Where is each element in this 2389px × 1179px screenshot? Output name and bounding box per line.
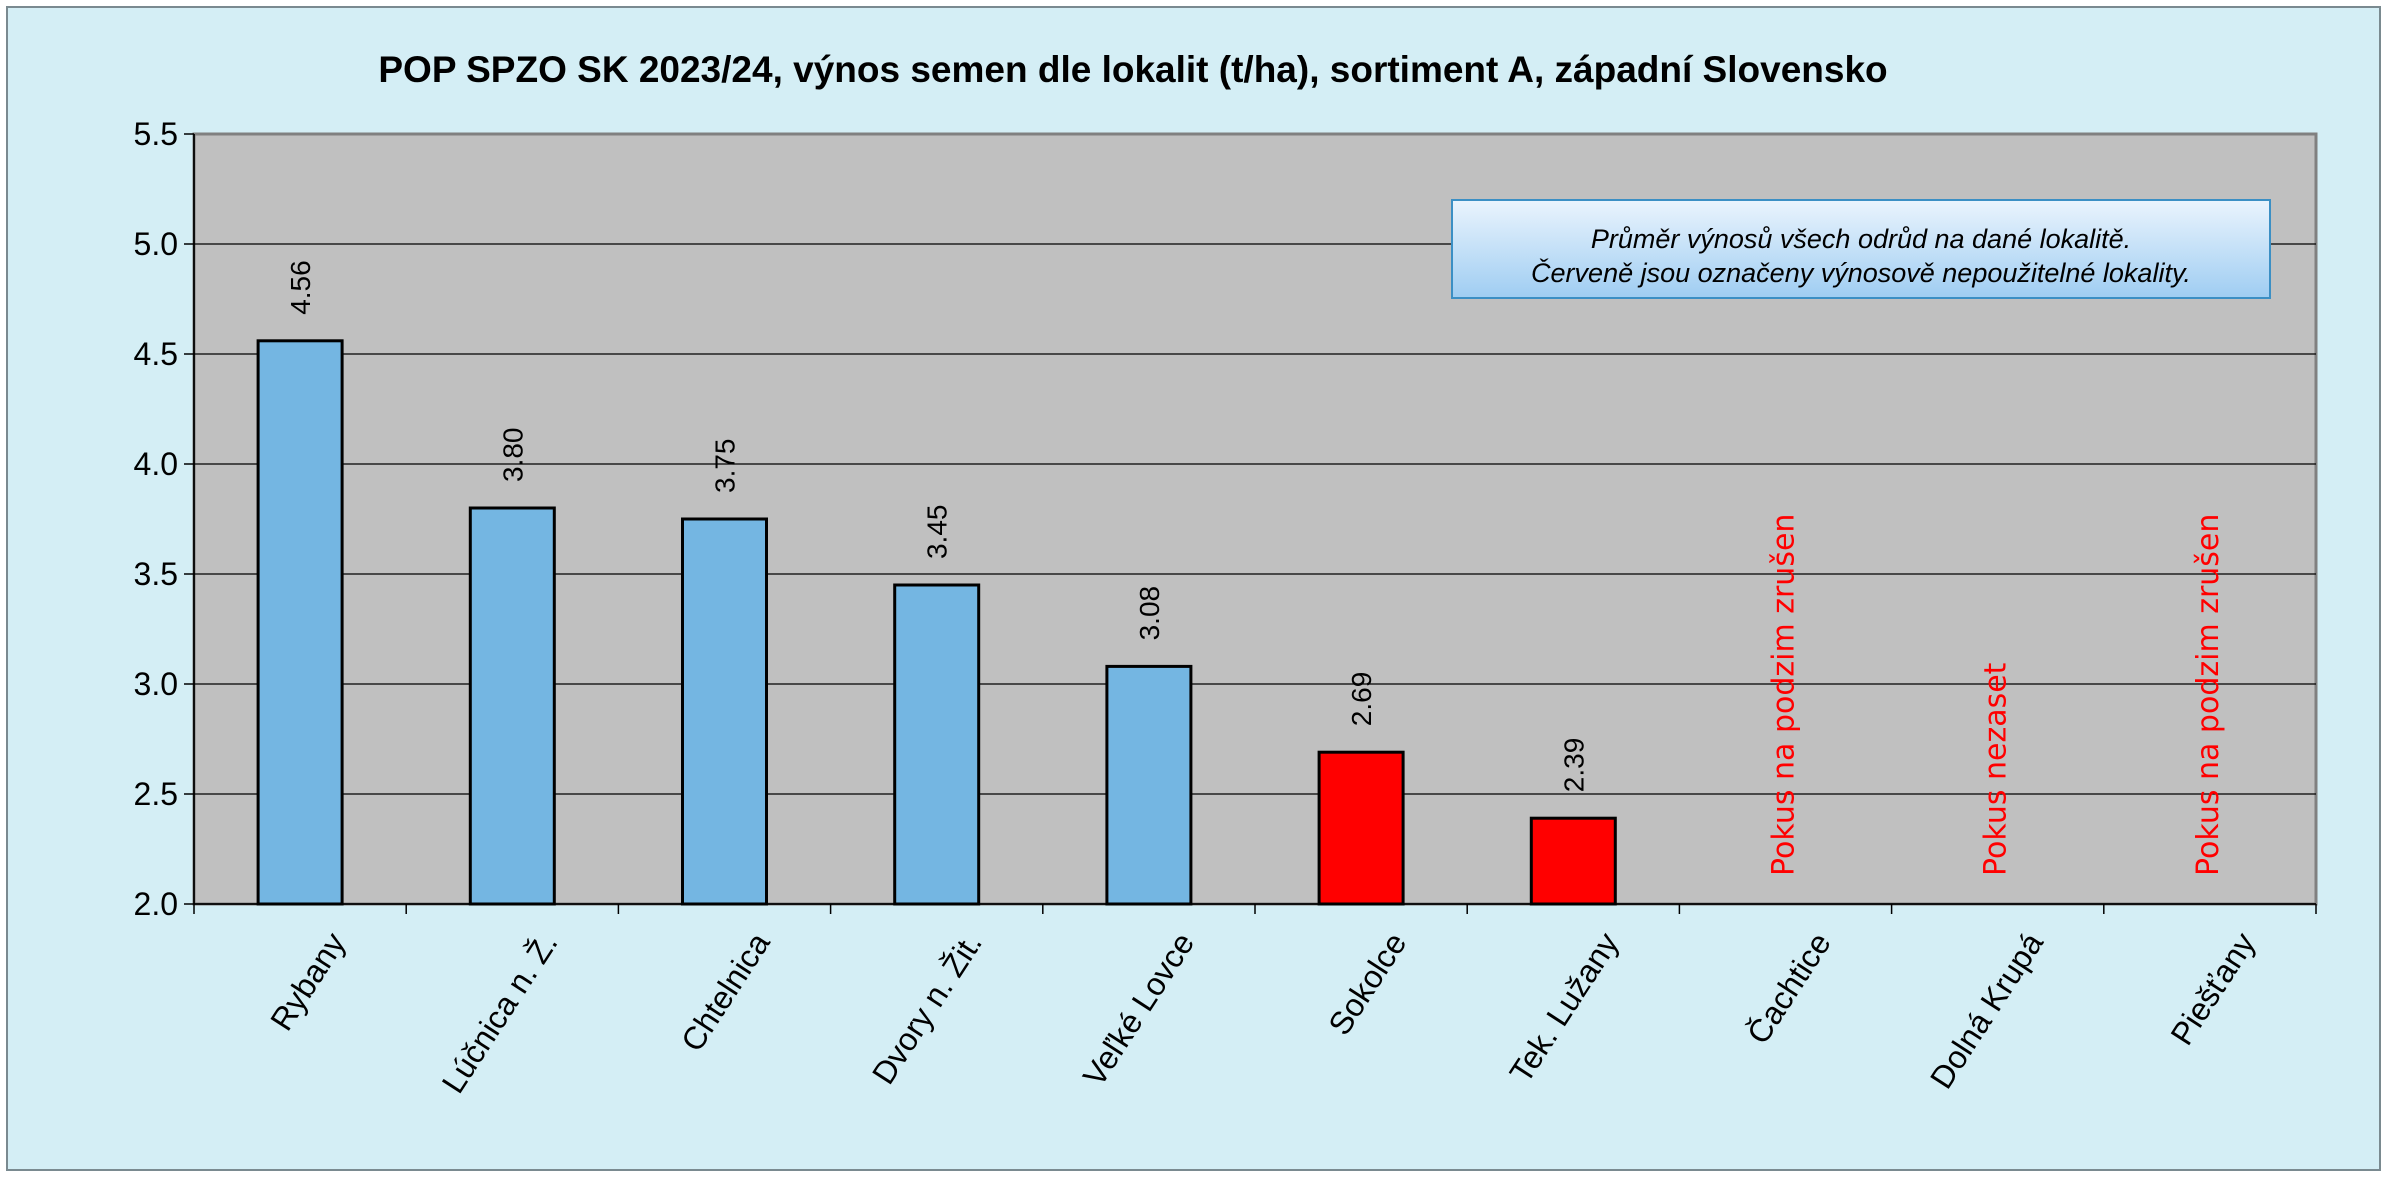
x-tick-label: Veľké Lovce <box>1076 926 1201 1092</box>
bar <box>468 506 556 906</box>
legend-annotation: Průměr výnosů všech odrůd na dané lokali… <box>1451 199 2271 299</box>
data-label: 4.56 <box>285 260 316 315</box>
x-tick-label: Dvory n. Žit. <box>865 926 989 1090</box>
annotation-box <box>1451 199 2271 299</box>
bar-note: Pokus na podzim zrušen <box>2191 514 2226 876</box>
bar <box>681 517 768 906</box>
x-tick-label: Čachtice <box>1740 926 1838 1050</box>
chart-title: POP SPZO SK 2023/24, výnos semen dle lok… <box>378 49 1887 90</box>
annotation-line-2: Červeně jsou označeny výnosově nepoužite… <box>1531 257 2191 288</box>
data-label: 3.75 <box>710 439 741 494</box>
x-tick-label: Dolná Krupá <box>1923 926 2050 1095</box>
x-tick-label: Lúčnica n. Ž. <box>435 926 565 1099</box>
y-tick-label: 5.0 <box>134 226 178 262</box>
data-label: 2.39 <box>1558 738 1589 793</box>
bar-note: Pokus nezaset <box>1979 662 2014 876</box>
x-tick-label: Piešťany <box>2163 926 2262 1051</box>
bar <box>1317 750 1405 906</box>
bar-note: Pokus na podzim zrušen <box>1767 514 1802 876</box>
x-tick-label: Rybany <box>263 926 352 1037</box>
bar <box>1105 664 1193 906</box>
bar <box>893 583 981 906</box>
bar <box>256 339 344 906</box>
data-label: 3.45 <box>922 505 953 560</box>
y-tick-label: 2.5 <box>134 776 178 812</box>
data-label: 3.80 <box>497 428 528 483</box>
y-tick-label: 5.5 <box>134 116 178 152</box>
annotation-line-1: Průměr výnosů všech odrůd na dané lokali… <box>1591 224 2131 254</box>
y-tick-label: 3.0 <box>134 666 178 702</box>
data-label: 3.08 <box>1134 586 1165 641</box>
y-tick-label: 3.5 <box>134 556 178 592</box>
bar <box>1529 816 1617 906</box>
y-tick-label: 4.0 <box>134 446 178 482</box>
x-tick-label: Sokolce <box>1321 926 1413 1041</box>
y-tick-label: 2.0 <box>134 886 178 922</box>
y-tick-label: 4.5 <box>134 336 178 372</box>
x-tick-label: Tek. Lužany <box>1502 926 1625 1089</box>
data-label: 2.69 <box>1346 672 1377 727</box>
x-tick-label: Chtelnica <box>674 926 777 1058</box>
